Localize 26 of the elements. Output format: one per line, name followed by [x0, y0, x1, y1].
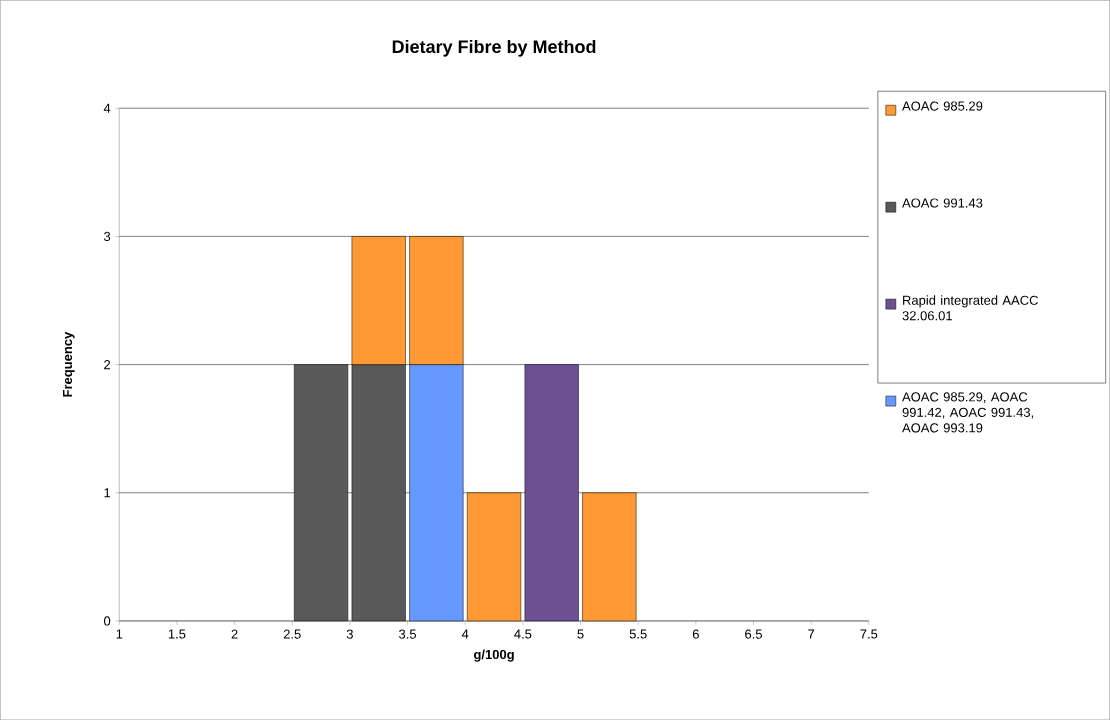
x-tick-label: 5 — [577, 629, 584, 639]
x-tick-label: 3.5 — [399, 629, 417, 639]
legend-label: Rapid integrated AACC 32.06.01 — [902, 295, 1038, 321]
x-tick-label: 3 — [346, 629, 353, 639]
x-tick-label: 4.5 — [514, 629, 532, 639]
y-tick-label: 1 — [104, 488, 111, 498]
y-tick-label: 4 — [103, 103, 111, 113]
x-tick-label: 2 — [231, 629, 238, 639]
x-tick-label: 7 — [808, 629, 815, 639]
chart-title: Dietary Fibre by Method — [392, 39, 596, 57]
legend-label: AOAC 985.29 — [902, 101, 983, 111]
y-axis-title: Frequency — [63, 331, 75, 397]
x-tick-label: 1.5 — [168, 629, 186, 639]
x-tick-label: 7.5 — [860, 629, 878, 639]
legend-label: AOAC 985.29, AOAC 991.42, AOAC 991.43, AOAC 993.19 — [902, 392, 1034, 433]
x-tick-label: 4 — [461, 629, 469, 639]
x-tick-label: 6.5 — [745, 629, 762, 639]
y-tick-label: 3 — [103, 231, 111, 241]
x-axis-title: g/100g — [473, 649, 514, 662]
y-tick-label: 2 — [104, 359, 111, 370]
y-tick-label: 0 — [103, 616, 111, 626]
x-tick-label: 6 — [692, 629, 699, 639]
x-tick-label: 1 — [116, 629, 123, 639]
x-tick-label: 2.5 — [283, 629, 301, 639]
legend-label: AOAC 991.43 — [902, 198, 983, 208]
x-tick-label: 5.5 — [629, 629, 647, 639]
